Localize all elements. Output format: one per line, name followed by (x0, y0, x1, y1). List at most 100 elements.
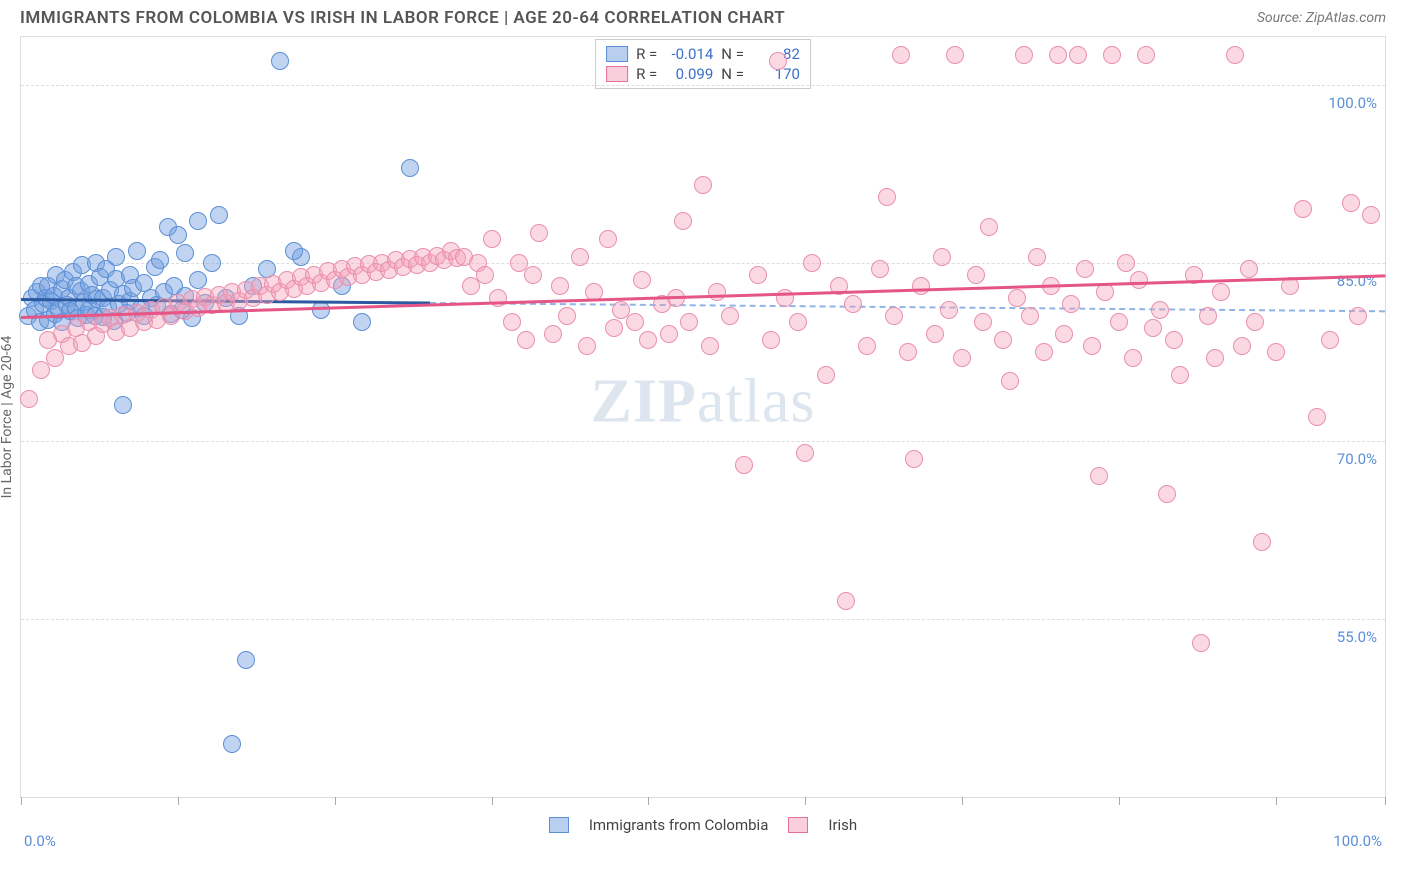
data-point (176, 244, 194, 262)
gridline (21, 619, 1385, 620)
data-point (708, 283, 726, 301)
data-point (953, 349, 971, 367)
data-point (1137, 46, 1155, 64)
data-point (626, 313, 644, 331)
data-point (844, 295, 862, 313)
x-tick (962, 797, 963, 805)
data-point (796, 444, 814, 462)
data-point (1090, 467, 1108, 485)
data-point (1103, 46, 1121, 64)
data-point (701, 337, 719, 355)
x-tick (1385, 797, 1386, 805)
data-point (749, 266, 767, 284)
data-point (817, 366, 835, 384)
legend-label-irish: Irish (828, 816, 857, 834)
data-point (1165, 331, 1183, 349)
data-point (1035, 343, 1053, 361)
data-point (1110, 313, 1128, 331)
data-point (735, 456, 753, 474)
data-point (203, 254, 221, 272)
legend-label-colombia: Immigrants from Colombia (589, 816, 769, 834)
data-point (980, 218, 998, 236)
data-point (803, 254, 821, 272)
gridline (21, 441, 1385, 442)
data-point (312, 301, 330, 319)
data-point (558, 307, 576, 325)
chart-source: Source: ZipAtlas.com (1257, 10, 1386, 26)
watermark-prefix: ZIP (591, 367, 697, 435)
data-point (1192, 634, 1210, 652)
data-point (401, 159, 419, 177)
data-point (114, 396, 132, 414)
data-point (1362, 206, 1380, 224)
data-point (483, 230, 501, 248)
data-point (578, 337, 596, 355)
data-point (169, 226, 187, 244)
y-axis-label: In Labor Force | Age 20-64 (0, 336, 15, 499)
data-point (639, 331, 657, 349)
data-point (271, 52, 289, 70)
data-point (694, 176, 712, 194)
data-point (1199, 307, 1217, 325)
stat-r-value-colombia: -0.014 (665, 45, 713, 63)
x-tick (805, 797, 806, 805)
gridline (21, 263, 1385, 264)
y-tick-label: 100.0% (1328, 94, 1377, 112)
data-point (1349, 307, 1367, 325)
data-point (524, 266, 542, 284)
data-point (1267, 343, 1285, 361)
data-point (476, 266, 494, 284)
data-point (940, 301, 958, 319)
data-point (599, 230, 617, 248)
data-point (1226, 46, 1244, 64)
data-point (210, 206, 228, 224)
x-tick (1119, 797, 1120, 805)
data-point (762, 331, 780, 349)
chart-title: IMMIGRANTS FROM COLOMBIA VS IRISH IN LAB… (20, 8, 785, 28)
data-point (912, 277, 930, 295)
data-point (1117, 254, 1135, 272)
stat-r-label: R = (636, 65, 657, 83)
x-tick (648, 797, 649, 805)
x-tick (178, 797, 179, 805)
data-point (885, 307, 903, 325)
data-point (544, 325, 562, 343)
data-point (899, 343, 917, 361)
chart-container: In Labor Force | Age 20-64 ZIPatlas R = … (20, 36, 1386, 798)
data-point (1308, 408, 1326, 426)
data-point (871, 260, 889, 278)
data-point (1062, 295, 1080, 313)
x-tick (21, 797, 22, 805)
data-point (837, 592, 855, 610)
data-point (1083, 337, 1101, 355)
legend-swatch-irish-icon (788, 817, 808, 833)
data-point (721, 307, 739, 325)
data-point (974, 313, 992, 331)
data-point (892, 46, 910, 64)
data-point (633, 271, 651, 289)
data-point (933, 248, 951, 266)
data-point (551, 277, 569, 295)
x-tick (1276, 797, 1277, 805)
footer-legend: 0.0% Immigrants from Colombia Irish 100.… (0, 816, 1406, 834)
plot-area: ZIPatlas R = -0.014 N = 82 R = 0.099 N =… (21, 37, 1385, 797)
stat-n-label: N = (721, 45, 744, 63)
y-tick-label: 55.0% (1337, 628, 1377, 646)
data-point (674, 212, 692, 230)
data-point (1001, 372, 1019, 390)
data-point (1021, 307, 1039, 325)
data-point (605, 319, 623, 337)
data-point (1158, 485, 1176, 503)
data-point (517, 331, 535, 349)
stat-n-label: N = (721, 65, 744, 83)
data-point (1171, 366, 1189, 384)
data-point (967, 266, 985, 284)
data-point (151, 251, 169, 269)
data-point (1151, 301, 1169, 319)
legend-swatch-colombia-icon (549, 817, 569, 833)
data-point (1049, 46, 1067, 64)
data-point (994, 331, 1012, 349)
data-point (1294, 200, 1312, 218)
data-point (223, 735, 241, 753)
data-point (1028, 248, 1046, 266)
